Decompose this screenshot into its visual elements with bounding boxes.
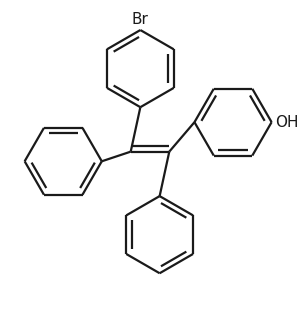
- Text: OH: OH: [275, 115, 298, 130]
- Text: Br: Br: [132, 12, 149, 27]
